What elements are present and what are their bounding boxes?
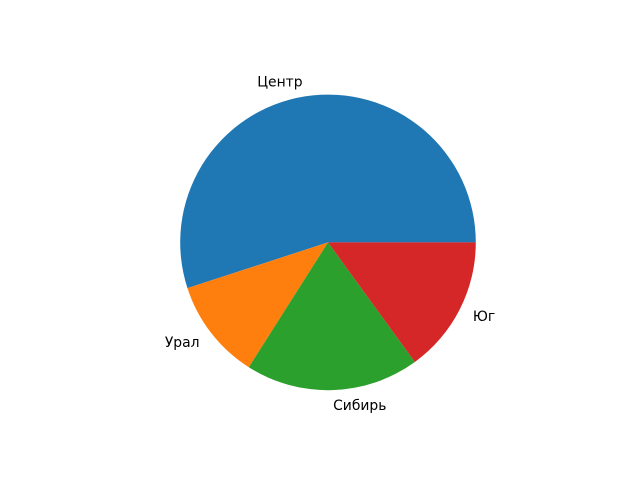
pie-slice-1 <box>187 242 328 368</box>
pie-slice-label-2: Сибирь <box>333 398 386 414</box>
pie-slice-label-1: Урал <box>165 335 200 351</box>
pie-slice-0 <box>180 94 476 289</box>
pie-slice-label-3: Юг <box>473 309 495 325</box>
pie-slice-3 <box>328 242 476 362</box>
pie-slice-label-0: Центр <box>257 75 303 91</box>
pie-slice-2 <box>248 242 415 391</box>
